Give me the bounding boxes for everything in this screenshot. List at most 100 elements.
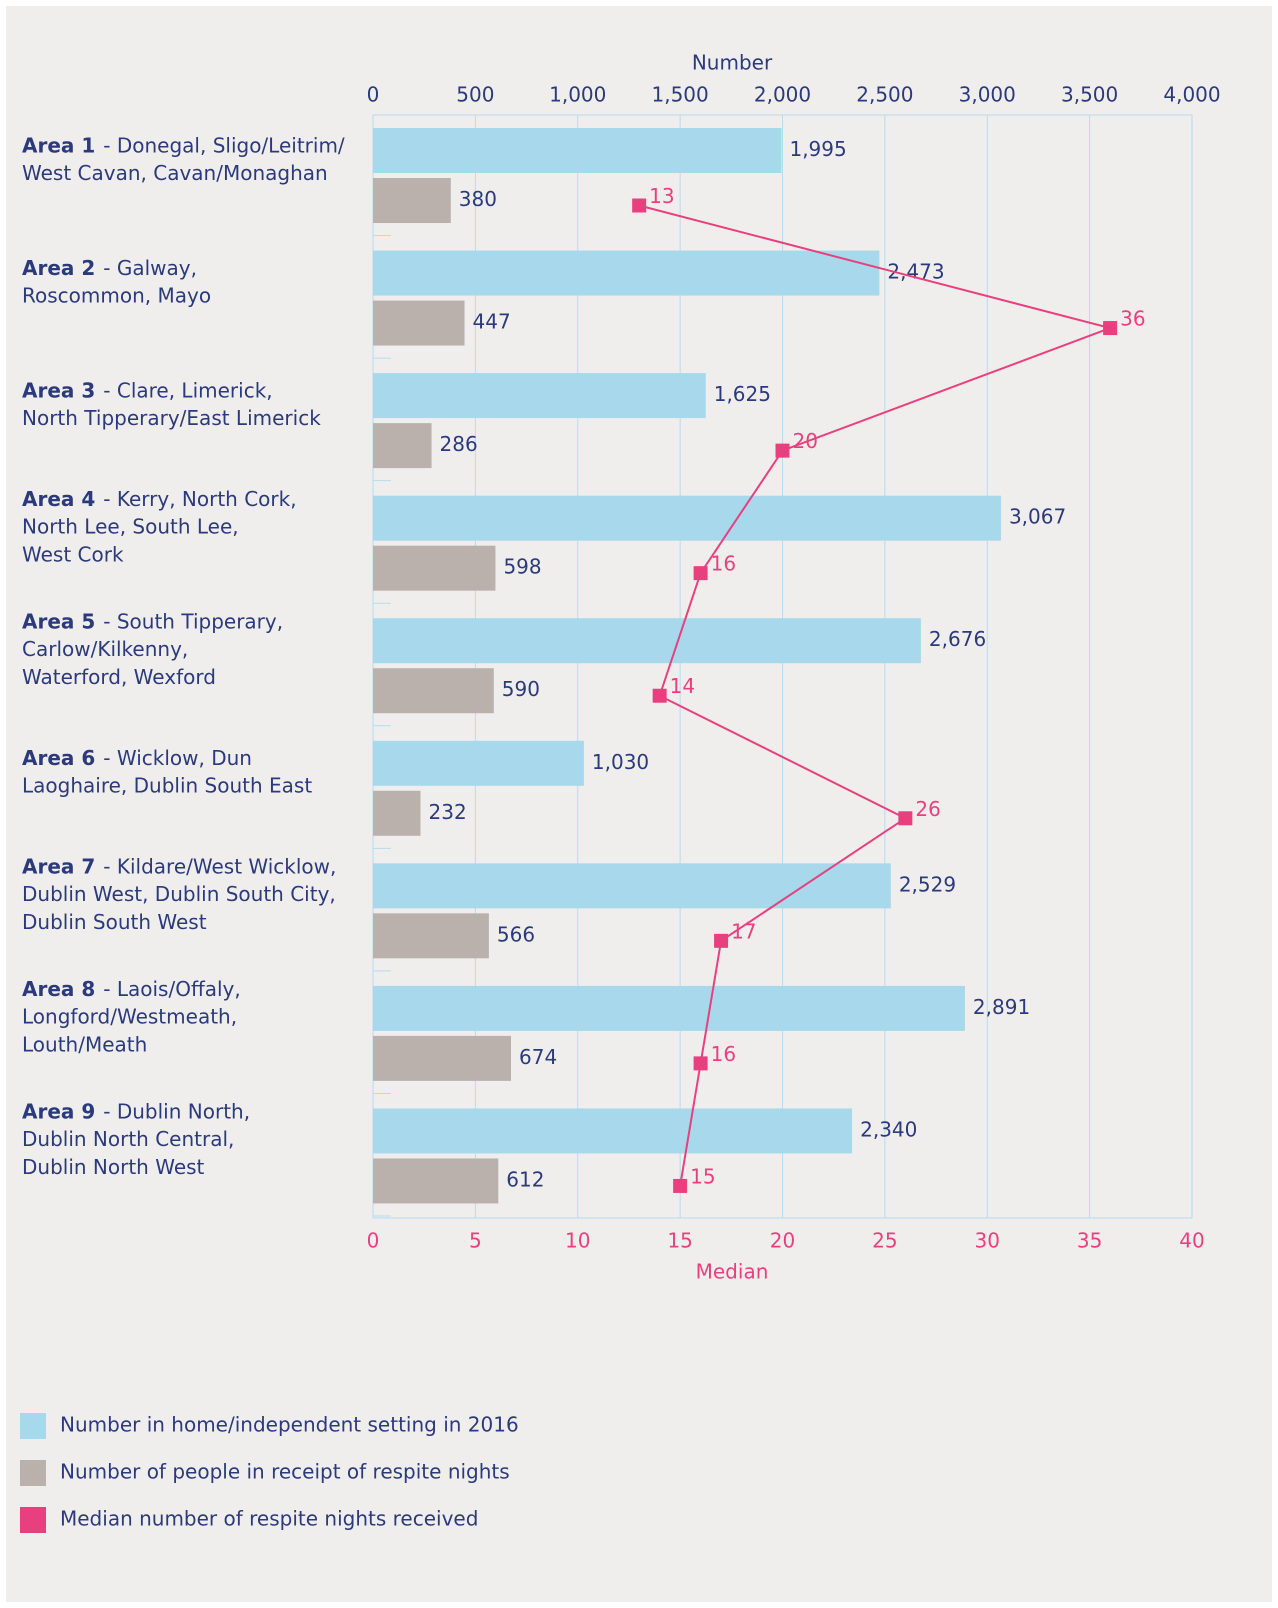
- data-label: 674: [519, 1045, 557, 1069]
- x-tick-label: 2,500: [856, 83, 913, 107]
- data-label: 1,030: [592, 750, 649, 774]
- category-text: - Kerry, North Cork,: [103, 486, 296, 510]
- x2-axis-title: Median: [696, 1260, 769, 1284]
- bar: [373, 250, 880, 296]
- data-label: 2,529: [899, 872, 956, 896]
- x-tick-label: 500: [456, 83, 494, 107]
- category-label: Area 5 - South Tipperary,: [22, 609, 283, 633]
- data-label: 2,340: [860, 1117, 917, 1141]
- data-label: 612: [506, 1167, 544, 1191]
- data-label: 2,676: [929, 627, 986, 651]
- legend-label: Number of people in receipt of respite n…: [60, 1460, 510, 1484]
- category-name: Area 1: [22, 133, 95, 157]
- line-label: 16: [711, 552, 736, 576]
- category-name: Area 2: [22, 255, 95, 279]
- bar: [373, 618, 921, 664]
- bar: [373, 1108, 853, 1154]
- data-label: 286: [440, 432, 478, 456]
- category-name: Area 8: [22, 977, 95, 1001]
- legend-swatch: [20, 1507, 46, 1533]
- data-label: 1,995: [789, 137, 846, 161]
- category-label: Laoghaire, Dublin South East: [22, 774, 312, 798]
- line-label: 14: [670, 674, 695, 698]
- x2-tick-label: 30: [975, 1229, 1000, 1253]
- legend-label: Median number of respite nights received: [60, 1507, 478, 1531]
- x-tick-label: 4,000: [1163, 83, 1220, 107]
- x2-tick-label: 20: [770, 1229, 795, 1253]
- category-name: Area 5: [22, 609, 95, 633]
- category-label: Longford/Westmeath,: [22, 1005, 237, 1029]
- data-label: 590: [502, 677, 540, 701]
- category-label: North Tipperary/East Limerick: [22, 406, 321, 430]
- category-label: Waterford, Wexford: [22, 665, 216, 689]
- bar: [373, 913, 489, 959]
- category-name: Area 3: [22, 378, 95, 402]
- x2-tick-label: 5: [469, 1229, 482, 1253]
- bar: [373, 495, 1001, 541]
- bar: [373, 790, 421, 836]
- x-tick-label: 1,500: [651, 83, 708, 107]
- data-label: 232: [429, 800, 467, 824]
- line-marker: [714, 933, 729, 948]
- category-label: Area 4 - Kerry, North Cork,: [22, 486, 297, 510]
- line-marker: [693, 566, 708, 581]
- data-label: 2,891: [973, 995, 1030, 1019]
- category-text: - Dublin North,: [103, 1099, 250, 1123]
- category-label: Area 8 - Laois/Offaly,: [22, 977, 241, 1001]
- category-label: Area 9 - Dublin North,: [22, 1099, 250, 1123]
- category-text: - South Tipperary,: [103, 609, 283, 633]
- line-marker: [898, 811, 913, 826]
- category-text: - Clare, Limerick,: [103, 378, 272, 402]
- category-text: - Wicklow, Dun: [103, 746, 252, 770]
- category-label: Dublin West, Dublin South City,: [22, 882, 336, 906]
- category-label: Area 6 - Wicklow, Dun: [22, 746, 252, 770]
- bar: [373, 740, 584, 786]
- category-name: Area 4: [22, 486, 95, 510]
- legend-swatch: [20, 1460, 46, 1486]
- x2-tick-label: 35: [1077, 1229, 1102, 1253]
- line-label: 13: [649, 184, 674, 208]
- category-label: North Lee, South Lee,: [22, 514, 239, 538]
- x-tick-label: 1,000: [549, 83, 606, 107]
- category-label: Area 7 - Kildare/West Wicklow,: [22, 854, 336, 878]
- x2-tick-label: 25: [872, 1229, 897, 1253]
- category-name: Area 9: [22, 1099, 95, 1123]
- legend-swatch: [20, 1413, 46, 1439]
- x-tick-label: 3,000: [959, 83, 1016, 107]
- legend-label: Number in home/independent setting in 20…: [60, 1413, 519, 1437]
- bar: [373, 178, 451, 223]
- category-label: Roscommon, Mayo: [22, 283, 211, 307]
- x2-tick-label: 40: [1179, 1229, 1204, 1253]
- bar: [373, 1035, 512, 1081]
- x-axis-title: Number: [692, 51, 773, 75]
- category-label: Area 3 - Clare, Limerick,: [22, 378, 273, 402]
- data-label: 447: [473, 310, 511, 334]
- line-label: 36: [1120, 307, 1145, 331]
- data-label: 380: [459, 187, 497, 211]
- line-marker: [652, 688, 667, 703]
- category-label: West Cork: [22, 542, 124, 566]
- category-text: - Donegal, Sligo/Leitrim/: [103, 133, 345, 157]
- category-label: West Cavan, Cavan/Monaghan: [22, 161, 328, 185]
- category-label: Dublin North Central,: [22, 1127, 234, 1151]
- bar: [373, 423, 432, 469]
- category-name: Area 6: [22, 746, 95, 770]
- x2-tick-label: 0: [367, 1229, 380, 1253]
- x-tick-label: 0: [367, 83, 380, 107]
- line-marker: [632, 198, 647, 213]
- line-marker: [673, 1178, 688, 1193]
- category-text: - Laois/Offaly,: [103, 977, 240, 1001]
- line-label: 15: [690, 1164, 715, 1188]
- line-marker: [775, 443, 790, 458]
- x2-tick-label: 15: [667, 1229, 692, 1253]
- bar: [373, 128, 782, 173]
- category-text: - Kildare/West Wicklow,: [103, 854, 336, 878]
- category-text: - Galway,: [103, 255, 197, 279]
- line-marker: [693, 1056, 708, 1071]
- category-label: Dublin North West: [22, 1155, 205, 1179]
- bar: [373, 863, 891, 909]
- data-label: 3,067: [1009, 505, 1066, 529]
- category-label: Louth/Meath: [22, 1033, 147, 1057]
- line-label: 16: [711, 1042, 736, 1066]
- x2-tick-label: 10: [565, 1229, 590, 1253]
